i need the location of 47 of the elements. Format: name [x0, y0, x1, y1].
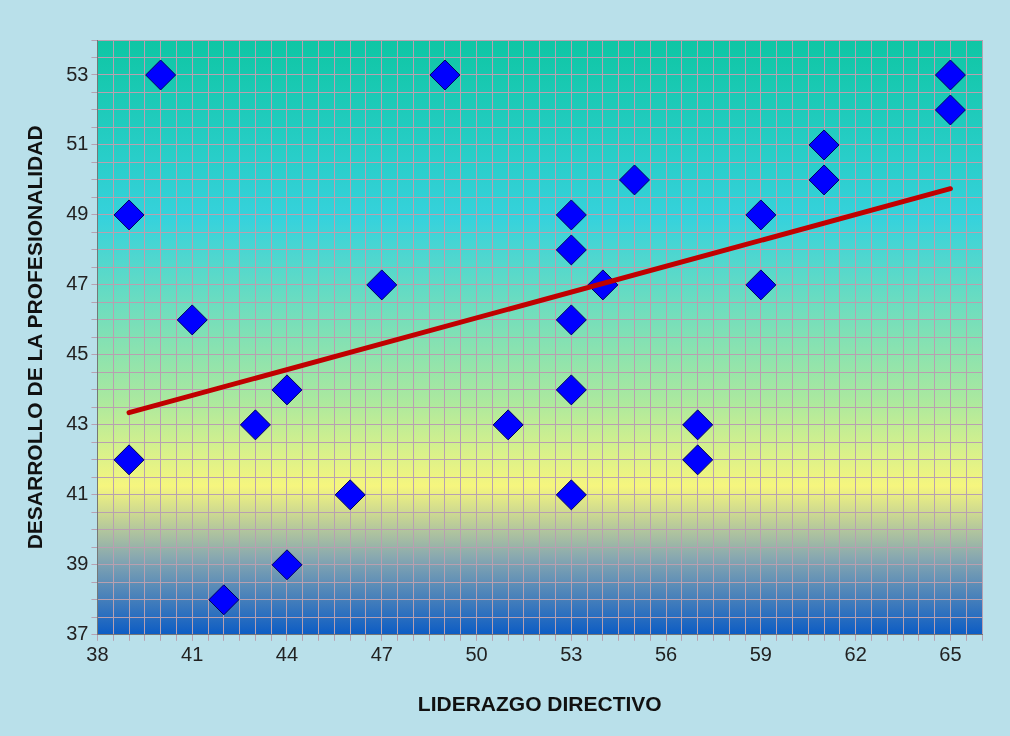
point [208, 584, 240, 616]
point [334, 479, 366, 511]
y-tick-label: 49 [66, 202, 89, 225]
point [555, 479, 587, 511]
x-tick-label: 41 [181, 643, 204, 666]
x-tick-label: 62 [844, 643, 867, 666]
y-tick-label: 53 [66, 62, 89, 85]
point [271, 549, 303, 581]
x-tick-label: 50 [465, 643, 488, 666]
point [682, 409, 714, 441]
point [492, 409, 524, 441]
point [619, 164, 650, 196]
y-tick-label: 51 [66, 132, 89, 155]
point [555, 304, 587, 336]
point [682, 444, 714, 476]
point [555, 374, 587, 406]
y-tick-label: 47 [66, 272, 89, 295]
x-tick-label: 47 [370, 643, 393, 666]
point [271, 374, 303, 406]
y-tick-label: 45 [66, 342, 89, 365]
point [555, 234, 587, 266]
x-tick-label: 59 [749, 643, 772, 666]
point [934, 94, 966, 126]
point [145, 59, 177, 91]
x-tick-label: 65 [939, 643, 962, 666]
point [429, 59, 461, 91]
point [366, 269, 398, 301]
x-tick-label: 56 [654, 643, 678, 666]
y-axis-title: DESARROLLO DE LA PROFESIONALIDAD [23, 125, 47, 550]
x-tick-label: 44 [275, 643, 299, 666]
x-tick-label: 38 [86, 643, 109, 666]
y-tick-label: 39 [66, 552, 89, 575]
point [113, 444, 145, 476]
point [113, 199, 145, 231]
x-tick-label: 53 [560, 643, 583, 666]
point [808, 129, 840, 161]
point [555, 199, 587, 231]
point [808, 164, 840, 196]
y-tick-label: 43 [66, 412, 89, 435]
y-tick-label: 41 [66, 482, 89, 505]
point [239, 409, 271, 441]
point [745, 199, 777, 231]
x-axis-title: LIDERAZGO DIRECTIVO [417, 692, 662, 716]
point [176, 304, 208, 336]
point [745, 269, 777, 301]
point [934, 59, 966, 91]
y-tick-label: 37 [66, 622, 89, 645]
